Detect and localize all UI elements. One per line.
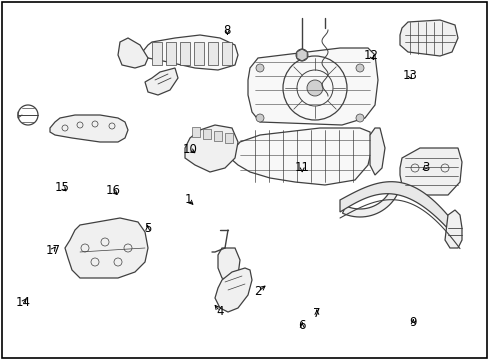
Polygon shape [140, 35, 238, 70]
Polygon shape [145, 68, 178, 95]
Polygon shape [369, 128, 384, 175]
Polygon shape [224, 133, 232, 143]
Polygon shape [296, 49, 306, 61]
Polygon shape [184, 125, 238, 172]
Polygon shape [444, 210, 461, 248]
Text: 7: 7 [312, 307, 320, 320]
Polygon shape [222, 42, 231, 65]
Text: 8: 8 [223, 24, 231, 37]
Polygon shape [215, 268, 251, 312]
Polygon shape [180, 42, 190, 65]
Text: 13: 13 [402, 69, 416, 82]
Circle shape [256, 114, 264, 122]
Polygon shape [50, 115, 128, 142]
Text: 16: 16 [106, 184, 121, 197]
Text: 12: 12 [364, 49, 378, 62]
Polygon shape [339, 182, 459, 243]
Polygon shape [203, 129, 210, 139]
Circle shape [256, 64, 264, 72]
Polygon shape [229, 128, 371, 185]
Polygon shape [214, 131, 222, 141]
Circle shape [355, 64, 363, 72]
Polygon shape [207, 42, 218, 65]
Polygon shape [399, 148, 461, 195]
Text: 5: 5 [143, 222, 151, 235]
Polygon shape [152, 42, 162, 65]
Circle shape [295, 49, 307, 61]
Polygon shape [399, 20, 457, 56]
Polygon shape [165, 42, 176, 65]
Text: 6: 6 [298, 319, 305, 332]
Polygon shape [118, 38, 148, 68]
Polygon shape [192, 127, 200, 137]
Text: 14: 14 [16, 296, 31, 309]
Polygon shape [247, 48, 377, 125]
Polygon shape [194, 42, 203, 65]
Polygon shape [65, 218, 148, 278]
Circle shape [306, 80, 323, 96]
Text: 9: 9 [408, 316, 416, 329]
Text: 3: 3 [421, 161, 428, 174]
Text: 17: 17 [45, 244, 60, 257]
Text: 4: 4 [216, 305, 224, 318]
Circle shape [355, 114, 363, 122]
Text: 11: 11 [294, 161, 309, 174]
Text: 1: 1 [184, 193, 192, 206]
Text: 15: 15 [55, 181, 70, 194]
Text: 10: 10 [182, 143, 197, 156]
Polygon shape [218, 248, 240, 282]
Polygon shape [342, 185, 399, 217]
Text: 2: 2 [254, 285, 262, 298]
